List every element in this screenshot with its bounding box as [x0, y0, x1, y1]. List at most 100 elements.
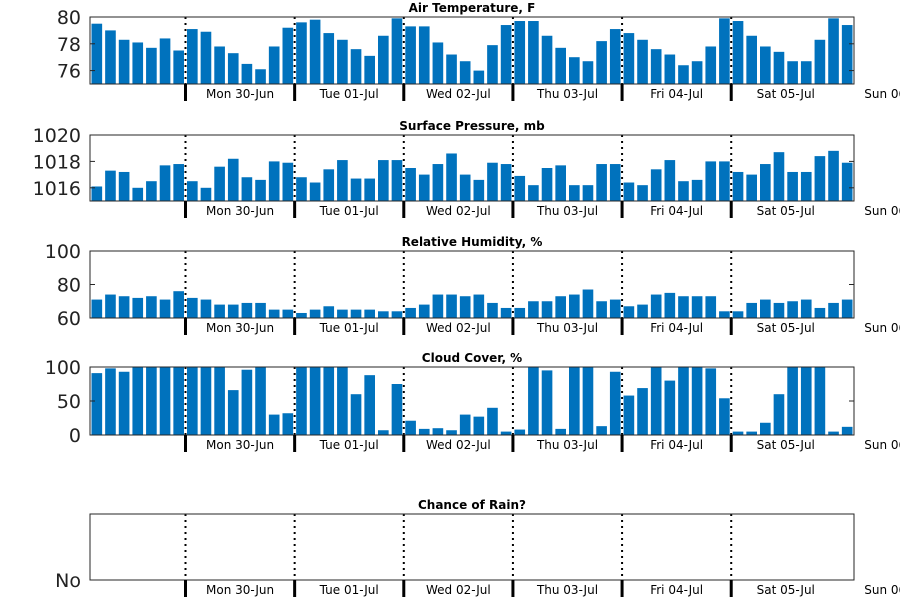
bar	[132, 297, 144, 318]
bar	[91, 23, 103, 84]
bar	[200, 187, 212, 201]
x-tick-label: Tue 01-Jul	[319, 438, 379, 452]
bar	[705, 368, 717, 435]
x-tick-label: Mon 30-Jun	[206, 204, 274, 218]
bar	[514, 175, 526, 201]
panel-1: Air Temperature, F 76 78 80 Mon 30-Jun Tue 01…	[57, 1, 900, 101]
bar	[650, 169, 662, 201]
bar	[282, 413, 294, 435]
bar	[296, 177, 307, 201]
bar	[200, 367, 212, 435]
x-tick-label: Mon 30-Jun	[206, 321, 274, 335]
x-tick-label: Sat 05-Jul	[757, 321, 815, 335]
panel-title: Cloud Cover, %	[422, 351, 522, 365]
bar	[841, 162, 853, 201]
bar	[241, 369, 253, 435]
bar	[691, 296, 703, 319]
bar	[787, 61, 798, 84]
bar	[432, 428, 444, 435]
bar	[391, 160, 403, 201]
bar	[664, 160, 676, 201]
bar	[514, 307, 526, 318]
bar	[473, 70, 485, 84]
y-tick-label: 1020	[33, 125, 81, 147]
bar	[323, 306, 335, 318]
bar	[405, 420, 416, 435]
bar	[337, 367, 348, 435]
bar	[146, 296, 157, 319]
bar	[528, 185, 539, 201]
bar	[650, 294, 662, 318]
bar	[814, 307, 826, 318]
bar	[118, 39, 130, 84]
x-tick-label: Sun 06-Jul	[864, 87, 900, 101]
bar	[364, 375, 375, 435]
bar	[678, 181, 689, 201]
bar	[187, 181, 198, 201]
bar	[91, 299, 103, 318]
x-tick-label: Mon 30-Jun	[206, 583, 274, 597]
bar	[664, 380, 676, 435]
bar	[732, 21, 744, 84]
bar	[405, 307, 416, 318]
bar	[282, 309, 294, 319]
bar	[541, 168, 553, 201]
bar	[323, 169, 335, 201]
bar	[159, 165, 171, 201]
bar	[582, 185, 594, 201]
bar	[596, 164, 607, 201]
bar	[432, 42, 444, 84]
bar	[132, 367, 144, 435]
y-tick-label: 80	[57, 275, 81, 297]
bar	[569, 185, 580, 201]
bar	[623, 306, 635, 318]
bar	[118, 171, 130, 201]
y-tick-label: 60	[57, 308, 81, 330]
bar	[773, 51, 785, 84]
x-tick-label: Fri 04-Jul	[650, 321, 703, 335]
y-tick-label: 1018	[33, 151, 81, 173]
bar	[487, 162, 498, 201]
x-tick-label: Fri 04-Jul	[650, 438, 703, 452]
bar	[268, 161, 280, 201]
bar	[800, 367, 812, 435]
bar	[569, 57, 580, 84]
bar	[350, 394, 362, 435]
bar	[255, 179, 266, 201]
bar	[609, 29, 621, 85]
panel-5: Chance of Rain? No Mon 30-Jun Tue 01-Jul Wed…	[55, 498, 900, 597]
bar	[173, 50, 184, 84]
x-tick-label: Thu 03-Jul	[536, 321, 598, 335]
bar	[541, 370, 553, 435]
bar	[650, 49, 662, 84]
bar	[337, 39, 348, 84]
axes-box	[89, 513, 855, 581]
bar	[841, 25, 853, 84]
bar	[446, 153, 457, 201]
bar	[541, 35, 553, 84]
bar	[473, 416, 485, 435]
y-tick-label: 100	[45, 241, 81, 263]
bar	[637, 39, 648, 84]
bar	[637, 388, 648, 435]
y-tick-label: No	[55, 570, 81, 592]
x-tick-label: Sat 05-Jul	[757, 204, 815, 218]
x-tick-label: Mon 30-Jun	[206, 438, 274, 452]
x-tick-label: Wed 02-Jul	[426, 87, 491, 101]
y-tick-label: 78	[57, 34, 81, 56]
bar	[173, 367, 184, 435]
x-tick-label: Fri 04-Jul	[650, 583, 703, 597]
y-tick-label: 1016	[33, 178, 81, 200]
bar	[432, 164, 444, 201]
bar	[596, 301, 607, 318]
bar	[214, 46, 225, 84]
bar	[828, 302, 839, 319]
x-tick-label: Wed 02-Jul	[426, 583, 491, 597]
bar	[187, 367, 198, 435]
bar	[569, 294, 580, 318]
bar	[323, 33, 335, 84]
bar	[350, 309, 362, 319]
bar	[173, 291, 184, 318]
bar	[500, 25, 512, 84]
x-tick-label: Wed 02-Jul	[426, 204, 491, 218]
